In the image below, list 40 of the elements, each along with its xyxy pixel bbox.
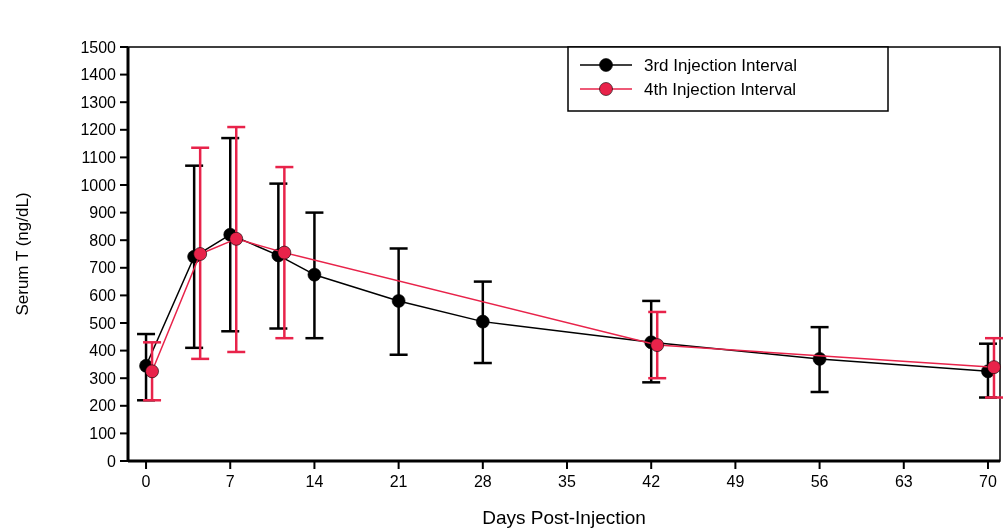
y-tick-label: 1200: [80, 121, 117, 139]
y-tick-label: 300: [89, 369, 117, 387]
point: [145, 364, 159, 379]
y-tick-label: 700: [89, 259, 117, 277]
x-axis-title: Days Post-Injection: [482, 507, 646, 528]
y-tick-label: 1300: [80, 93, 117, 111]
y-tick-label: 1500: [80, 38, 117, 56]
y-tick-label: 1400: [80, 66, 117, 84]
y-tick-label: 800: [89, 231, 117, 249]
legend-label: 4th Injection Interval: [644, 79, 797, 99]
x-tick-label: 7: [225, 473, 235, 490]
y-tick-label: 1000: [80, 176, 117, 194]
x-tick-label: 42: [642, 473, 661, 490]
y-tick-label: 200: [89, 397, 117, 415]
x-tick-label: 35: [558, 473, 577, 490]
x-tick-label: 0: [141, 473, 151, 490]
y-tick-label: 500: [89, 314, 117, 332]
y-tick-label: 600: [89, 287, 117, 304]
point: [193, 247, 207, 261]
legend-label: 3rd Injection Interval: [644, 55, 798, 75]
x-tick-label: 70: [979, 473, 997, 490]
x-tick-label: 56: [810, 473, 829, 490]
point: [987, 360, 1001, 374]
y-axis-title: Serum T (ng/dL): [13, 192, 32, 316]
point: [476, 314, 490, 329]
y-tick-label: 0: [107, 452, 117, 470]
x-tick-label: 28: [473, 473, 492, 490]
x-tick-label: 14: [305, 473, 324, 490]
y-tick-label: 1100: [81, 149, 117, 166]
point: [650, 338, 665, 352]
x-tick-label: 21: [389, 473, 408, 490]
point: [391, 294, 406, 308]
point: [307, 267, 322, 282]
x-tick-label: 49: [726, 473, 745, 490]
y-tick-label: 400: [89, 342, 117, 360]
point: [277, 245, 292, 260]
y-tick-label: 900: [89, 204, 117, 222]
point: [229, 232, 244, 246]
y-tick-label: 100: [89, 425, 117, 442]
x-tick-label: 63: [894, 473, 913, 490]
